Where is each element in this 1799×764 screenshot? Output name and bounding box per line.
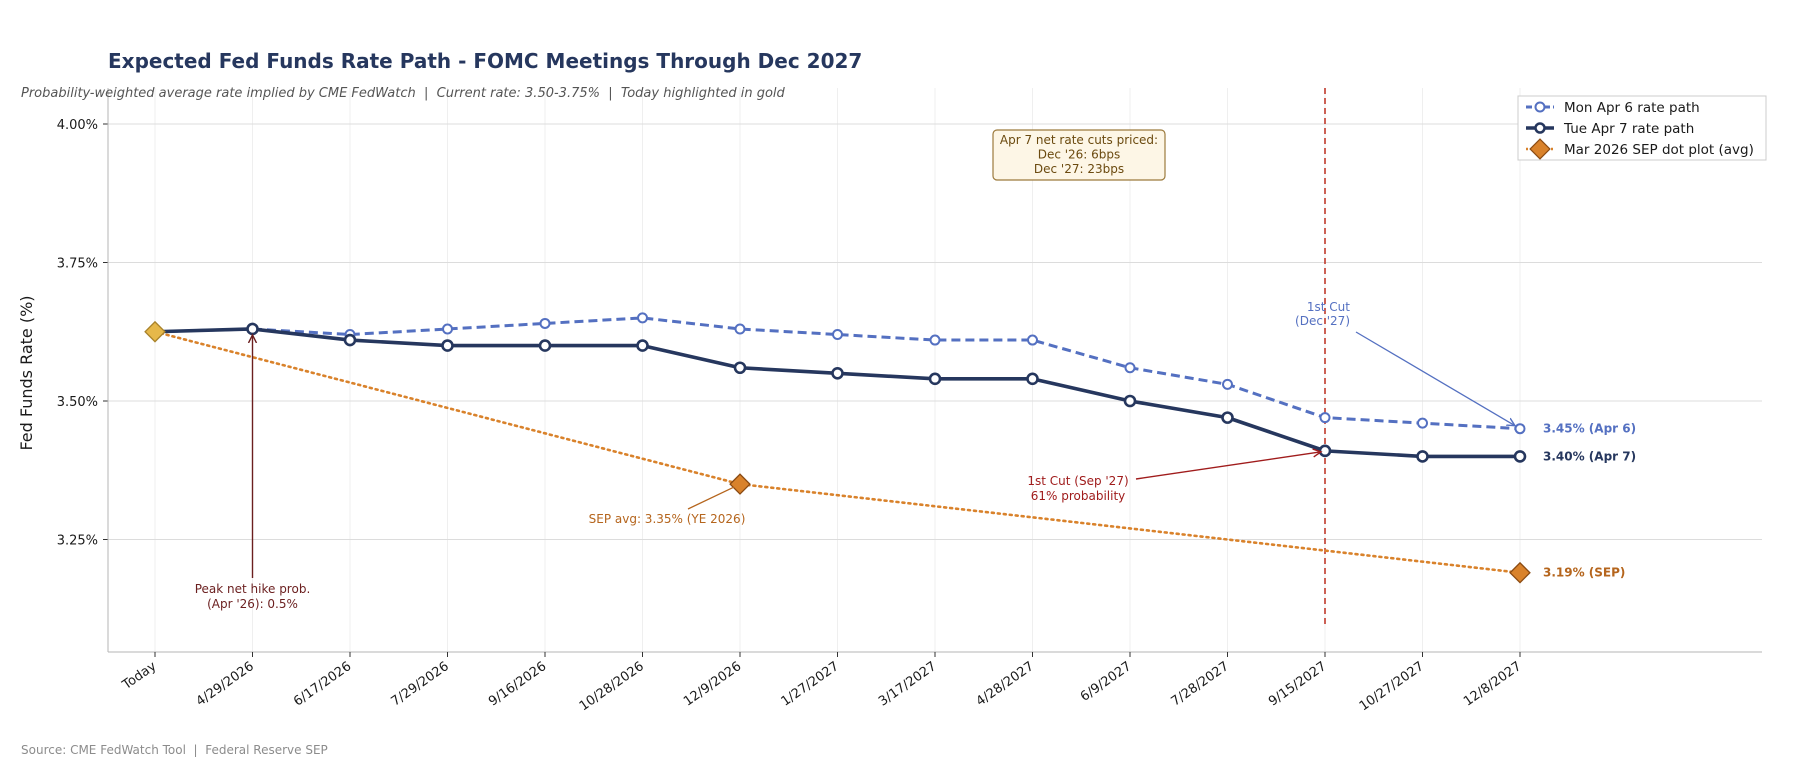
point-apr7 [1416, 450, 1429, 463]
point-apr7 [246, 322, 259, 336]
point-apr6 [442, 323, 453, 335]
x-tick-label: 7/29/2026 [389, 659, 452, 710]
legend-box [1517, 95, 1767, 161]
first-cut-apr7-annotation-line: 1st Cut (Sep '27) [1027, 474, 1128, 488]
first-cut-apr7-arrow [1135, 452, 1321, 480]
cuts-priced-text: Apr 7 net rate cuts priced: Dec '26: 6bps… [1000, 133, 1158, 176]
series [144, 88, 1531, 627]
point-apr7 [928, 372, 942, 386]
series-line-sep [153, 330, 1522, 575]
legend-label-sep: Mar 2026 SEP dot plot (avg) [1564, 142, 1754, 158]
x-tick-label: 7/28/2027 [1169, 659, 1232, 710]
point-apr6 [539, 317, 551, 329]
point-apr6 [832, 329, 843, 341]
first-cut-apr6-arrow [1355, 331, 1515, 426]
point-apr7 [1026, 372, 1039, 386]
cuts-priced-text-line: Dec '26: 6bps [1038, 148, 1121, 162]
peak-hike-annotation-line: Peak net hike prob. [195, 582, 311, 596]
point-apr7 [733, 361, 747, 375]
point-sep [1509, 561, 1531, 584]
y-tick-label: 3.25% [57, 534, 98, 549]
end-label: 3.45% (Apr 6) [1543, 422, 1636, 436]
cuts-priced-text-line: Apr 7 net rate cuts priced: [1000, 133, 1158, 147]
point-apr6 [929, 334, 941, 346]
point-sep [729, 473, 751, 495]
legend-item-sep: Mar 2026 SEP dot plot (avg) [1526, 138, 1754, 160]
legend-item-apr7: Tue Apr 7 rate path [1526, 121, 1694, 137]
legend-marker-apr7 [1534, 122, 1546, 134]
x-tick-label: 4/28/2027 [974, 659, 1037, 710]
sep-avg-annotation: SEP avg: 3.35% (YE 2026) [589, 512, 746, 526]
first-cut-apr6-annotation-line: 1st Cut [1307, 300, 1350, 314]
y-tick-label: 4.00% [57, 118, 98, 133]
legend-label-apr6: Mon Apr 6 rate path [1564, 100, 1700, 116]
cuts-priced-text-line: Dec '27: 23bps [1034, 162, 1124, 176]
point-apr6 [1124, 362, 1136, 374]
y-tick-label: 3.75% [57, 257, 98, 272]
first-cut-apr6-annotation: 1st Cut (Dec '27) [1295, 300, 1350, 328]
x-tick-label: 3/17/2027 [876, 659, 939, 710]
x-tick-label: 12/8/2027 [1461, 659, 1524, 710]
y-tick-label: 3.50% [57, 395, 98, 410]
x-tick-label: 10/27/2027 [1357, 659, 1427, 714]
point-apr7 [441, 339, 454, 352]
end-label: 3.40% (Apr 7) [1543, 449, 1636, 463]
x-tick-label: 9/15/2027 [1266, 659, 1329, 710]
peak-hike-annotation-line: (Apr '26): 0.5% [207, 597, 298, 611]
first-cut-apr7-annotation: 1st Cut (Sep '27) 61% probability [1027, 474, 1128, 503]
point-apr7 [636, 339, 649, 352]
end-label: 3.19% (SEP) [1543, 566, 1625, 580]
legend-item-apr6: Mon Apr 6 rate path [1526, 100, 1700, 116]
point-apr7 [1221, 411, 1234, 424]
point-apr6 [637, 312, 648, 324]
grid [108, 88, 1762, 652]
x-tick-label: 6/9/2027 [1078, 659, 1134, 705]
point-apr6 [1027, 334, 1038, 346]
sep-avg-leader [687, 486, 735, 510]
x-tick-label: Today [119, 659, 159, 694]
annotations: 3.45% (Apr 6) 3.40% (Apr 7) 3.19% (SEP) Pea… [195, 129, 1636, 611]
chart-title: Expected Fed Funds Rate Path - FOMC Meet… [108, 49, 862, 73]
today-marker [144, 320, 166, 343]
legend-marker-apr6 [1534, 101, 1546, 113]
point-apr7 [831, 366, 844, 380]
x-tick-label: 4/29/2026 [194, 659, 257, 710]
x-tick-label: 12/9/2026 [681, 659, 744, 710]
x-tick-label: 9/16/2026 [486, 659, 549, 710]
x-tick-label: 6/17/2026 [291, 659, 354, 710]
series-line-apr6 [154, 316, 1521, 431]
chart-subtitle: Probability-weighted average rate implie… [21, 86, 786, 101]
point-apr6 [1222, 378, 1233, 390]
point-apr6 [1319, 412, 1331, 424]
legend: Mon Apr 6 rate path Tue Apr 7 rate path … [1517, 95, 1767, 161]
point-apr6 [734, 323, 746, 335]
first-cut-apr7-annotation-line: 61% probability [1031, 489, 1126, 503]
peak-hike-annotation: Peak net hike prob. (Apr '26): 0.5% [195, 582, 311, 611]
first-cut-apr6-annotation-line: (Dec '27) [1295, 314, 1350, 328]
point-apr7 [1318, 444, 1332, 458]
y-axis-label: Fed Funds Rate (%) [17, 295, 36, 450]
legend-label-apr7: Tue Apr 7 rate path [1563, 121, 1694, 137]
source-note: Source: CME FedWatch Tool | Federal Rese… [21, 743, 328, 757]
point-apr6 [1417, 417, 1428, 429]
legend-marker-sep [1529, 138, 1551, 160]
x-tick-label: 10/28/2026 [577, 659, 647, 714]
point-apr7 [343, 333, 357, 347]
point-apr6 [1514, 423, 1526, 435]
point-apr7 [1123, 394, 1137, 408]
x-tick-label: 1/27/2027 [779, 659, 842, 710]
cuts-priced-box [992, 129, 1166, 181]
point-apr7 [1513, 450, 1527, 463]
point-apr7 [538, 339, 552, 352]
